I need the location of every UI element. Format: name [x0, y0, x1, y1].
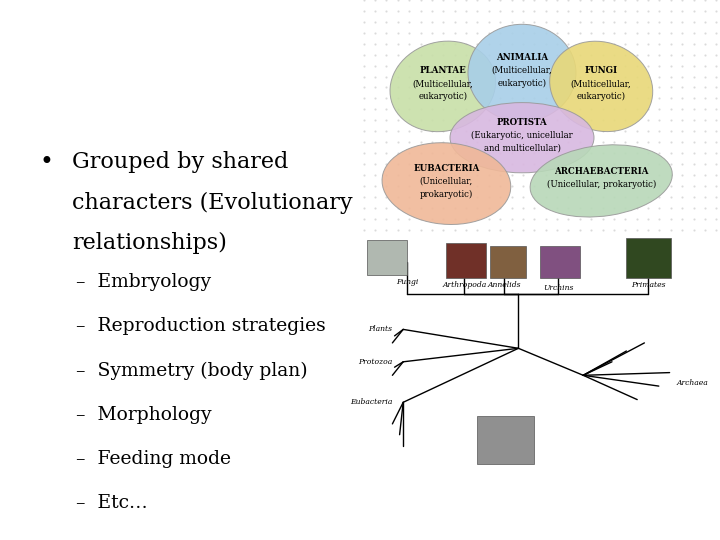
FancyBboxPatch shape — [477, 416, 534, 464]
FancyBboxPatch shape — [490, 246, 526, 278]
Text: (Eukaryotic, unicellular: (Eukaryotic, unicellular — [471, 131, 573, 140]
Text: Protozoa: Protozoa — [358, 358, 392, 366]
Text: PROTISTA: PROTISTA — [497, 118, 547, 127]
Ellipse shape — [549, 41, 653, 132]
Text: Grouped by shared: Grouped by shared — [72, 151, 289, 173]
Text: Plants: Plants — [369, 326, 392, 333]
FancyBboxPatch shape — [626, 238, 671, 278]
Text: eukaryotic): eukaryotic) — [577, 92, 626, 102]
Ellipse shape — [390, 41, 495, 132]
Text: ARCHAEBACTERIA: ARCHAEBACTERIA — [554, 167, 649, 177]
Text: Urchins: Urchins — [543, 284, 573, 292]
Text: Primates: Primates — [631, 281, 665, 289]
Text: Fungi: Fungi — [395, 278, 418, 286]
Text: EUBACTERIA: EUBACTERIA — [413, 164, 480, 173]
Ellipse shape — [382, 143, 510, 225]
Text: –  Reproduction strategies: – Reproduction strategies — [76, 317, 325, 335]
Ellipse shape — [468, 24, 576, 122]
FancyBboxPatch shape — [367, 240, 407, 275]
Text: (Multicellular,: (Multicellular, — [413, 79, 473, 89]
Text: (Unicellular, prokaryotic): (Unicellular, prokaryotic) — [546, 180, 656, 190]
Text: (Multicellular,: (Multicellular, — [492, 66, 552, 75]
Text: PLANTAE: PLANTAE — [420, 66, 466, 76]
Text: prokaryotic): prokaryotic) — [420, 190, 473, 199]
Text: and multicellular): and multicellular) — [484, 144, 560, 153]
Text: –  Symmetry (body plan): – Symmetry (body plan) — [76, 361, 307, 380]
Text: Arthropoda: Arthropoda — [442, 281, 487, 289]
Text: relationships): relationships) — [72, 232, 227, 254]
FancyBboxPatch shape — [446, 243, 486, 278]
Text: –  Etc…: – Etc… — [76, 494, 147, 512]
Ellipse shape — [530, 145, 672, 217]
Text: –  Embryology: – Embryology — [76, 273, 211, 291]
Text: (Unicellular,: (Unicellular, — [420, 177, 473, 186]
Text: FUNGI: FUNGI — [585, 66, 618, 76]
Ellipse shape — [450, 103, 594, 173]
Text: characters (Evolutionary: characters (Evolutionary — [72, 192, 353, 214]
Text: –  Feeding mode: – Feeding mode — [76, 450, 230, 468]
Text: Archaea: Archaea — [677, 380, 708, 387]
FancyBboxPatch shape — [540, 246, 580, 278]
Text: •: • — [40, 151, 53, 174]
Text: ANIMALIA: ANIMALIA — [496, 53, 548, 62]
Text: eukaryotic): eukaryotic) — [418, 92, 467, 102]
Text: eukaryotic): eukaryotic) — [498, 79, 546, 88]
Text: Annelids: Annelids — [487, 281, 521, 289]
Text: –  Morphology: – Morphology — [76, 406, 211, 423]
Text: (Multicellular,: (Multicellular, — [571, 79, 631, 89]
Text: Eubacteria: Eubacteria — [350, 399, 392, 406]
